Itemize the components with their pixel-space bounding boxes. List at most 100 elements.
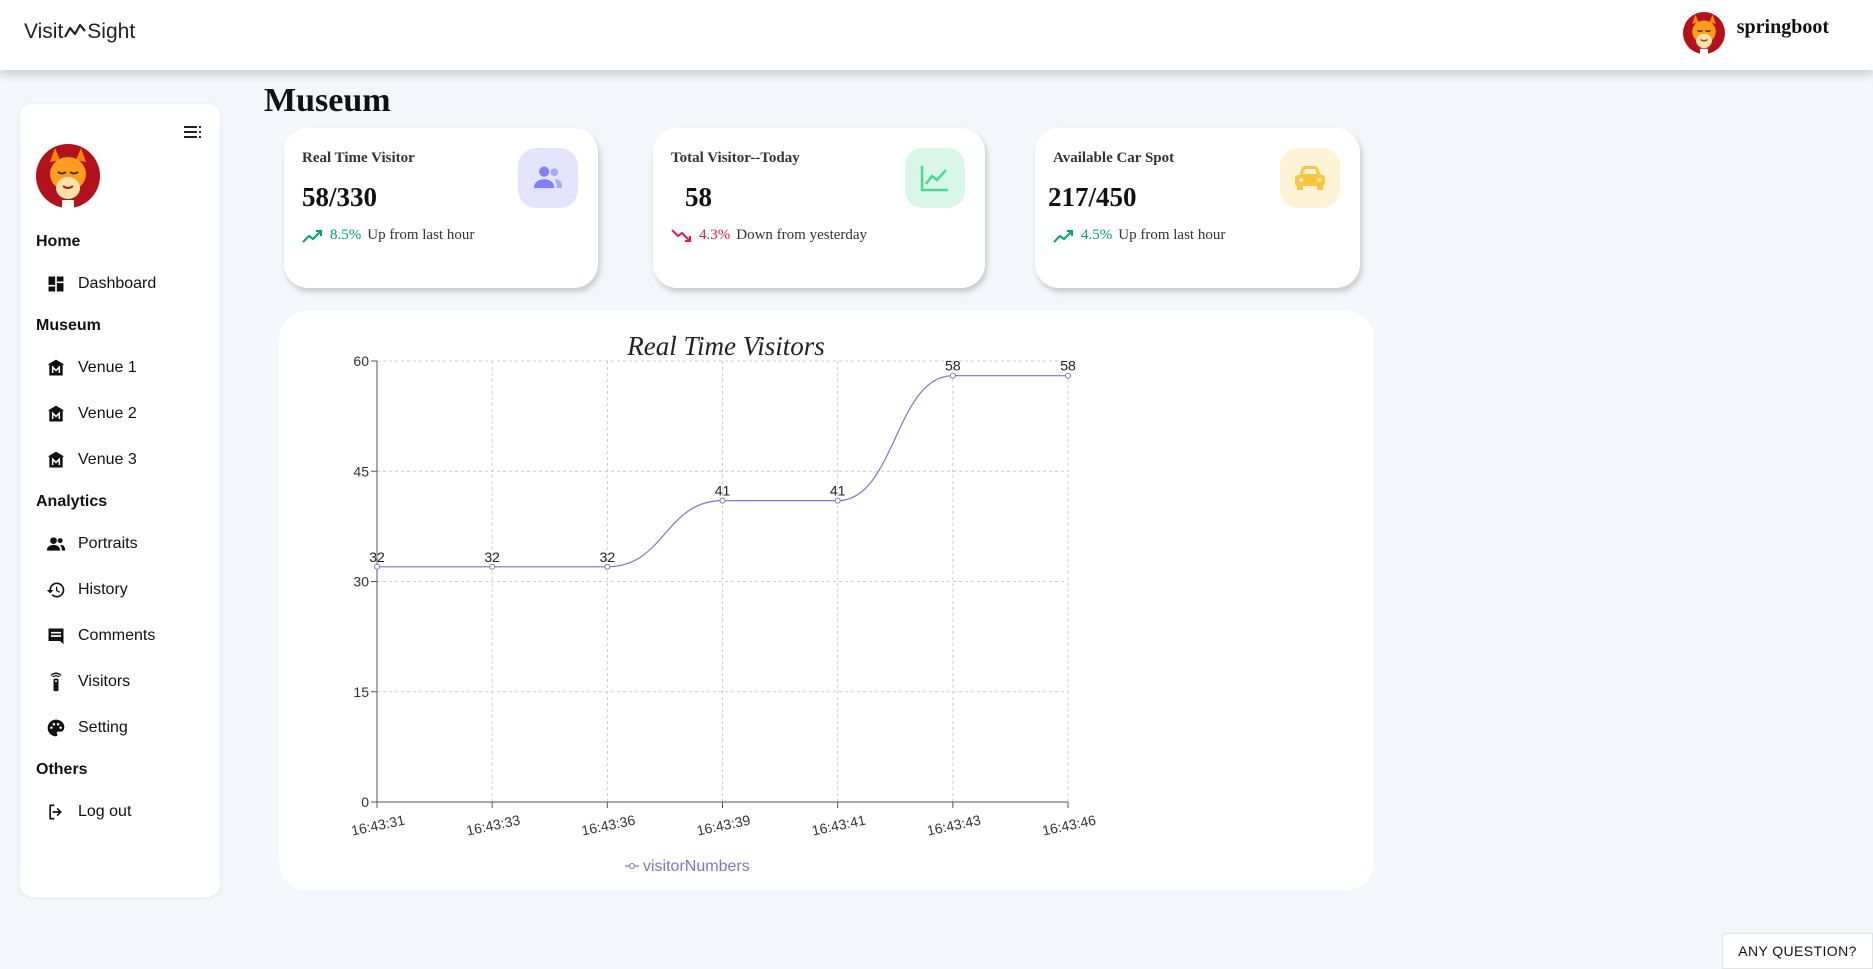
y-tick-label: 60 <box>353 353 369 369</box>
sidebar-item-venue2[interactable]: Venue 2 <box>46 402 137 426</box>
trending-up-icon <box>302 229 322 243</box>
x-tick-label: 16:43:41 <box>810 812 867 839</box>
y-tick-label: 30 <box>353 574 369 590</box>
sidebar-item-label: Comments <box>78 627 156 644</box>
data-label: 32 <box>600 549 616 565</box>
sidebar-item-label: Venue 3 <box>78 451 137 468</box>
sidebar-item-setting[interactable]: Setting <box>46 716 128 740</box>
museum-icon <box>47 405 65 422</box>
sidebar-item-dashboard[interactable]: Dashboard <box>46 272 156 296</box>
trend-percent: 4.3% <box>699 227 731 243</box>
car-spot-card: Available Car Spot 217/450 4.5% Up from … <box>1035 128 1360 288</box>
any-question-button[interactable]: ANY QUESTION? <box>1722 933 1873 969</box>
user-menu[interactable]: springboot <box>1682 12 1829 54</box>
x-tick-label: 16:43:39 <box>695 812 752 839</box>
trend-indicator: 4.3% Down from yesterday <box>671 227 867 244</box>
x-tick-label: 16:43:36 <box>580 812 637 839</box>
data-point <box>604 563 611 570</box>
data-label: 41 <box>830 483 846 499</box>
sidebar-item-label: Portraits <box>78 535 138 552</box>
chart-title: Real Time Visitors <box>626 331 825 361</box>
sidebar-item-visitors[interactable]: Visitors <box>46 670 130 694</box>
page-title: Museum <box>264 82 391 119</box>
sidebar-item-label: Log out <box>78 803 132 820</box>
realtime-visitors-chart: Real Time Visitors 0 15 30 45 60 16:43:31 16:43… <box>350 331 1098 875</box>
card-value: 58 <box>685 182 712 212</box>
palette-icon <box>47 719 65 737</box>
data-label: 32 <box>484 549 500 565</box>
sidebar-item-label: Venue 1 <box>78 359 137 376</box>
people-icon <box>518 148 578 208</box>
data-label: 58 <box>1060 358 1076 374</box>
data-point <box>489 563 496 570</box>
username: springboot <box>1736 15 1829 38</box>
sidebar-item-label: Setting <box>78 719 128 736</box>
trend-percent: 8.5% <box>330 227 362 243</box>
trend-text: Up from last hour <box>1118 227 1226 243</box>
card-label: Available Car Spot <box>1053 150 1175 166</box>
y-tick-label: 15 <box>353 684 369 700</box>
sidebar-avatar <box>36 144 100 213</box>
data-point <box>949 372 956 379</box>
sidebar-item-comments[interactable]: Comments <box>46 624 155 648</box>
realtime-visitors-chart-card: Real Time Visitors 0 15 30 45 60 16:43:31 16:43… <box>279 311 1374 890</box>
x-tick-label: 16:43:43 <box>925 812 982 839</box>
chart-zigzag-icon <box>64 23 87 38</box>
data-label: 58 <box>945 358 961 374</box>
card-label: Real Time Visitor <box>302 150 415 166</box>
sidebar: Home Dashboard Museum Venue 1 Venue 2 Ve… <box>20 104 220 897</box>
logout-icon <box>49 804 62 820</box>
data-point <box>719 497 726 504</box>
data-label: 32 <box>369 549 385 565</box>
devil-avatar-icon <box>1682 12 1725 54</box>
sidebar-item-label: History <box>78 581 128 598</box>
section-others: Others <box>36 761 88 778</box>
comment-icon <box>48 628 64 645</box>
card-label: Total Visitor--Today <box>671 150 800 166</box>
realtime-visitor-card: Real Time Visitor 58/330 8.5% Up from la… <box>284 128 598 288</box>
y-tick-label: 45 <box>353 463 369 479</box>
sidebar-item-venue3[interactable]: Venue 3 <box>46 448 137 472</box>
card-value: 58/330 <box>302 182 378 212</box>
data-point <box>374 563 380 570</box>
sidebar-item-logout[interactable]: Log out <box>46 800 131 824</box>
data-point <box>1065 372 1071 379</box>
sidebar-item-history[interactable]: History <box>46 578 128 602</box>
x-tick-label: 16:43:46 <box>1041 812 1098 839</box>
trend-indicator: 4.5% Up from last hour <box>1053 227 1225 244</box>
devil-avatar-icon <box>36 144 100 208</box>
legend-label: visitorNumbers <box>643 858 750 875</box>
history-icon <box>46 582 65 598</box>
museum-icon <box>47 359 65 376</box>
sidebar-item-label: Dashboard <box>78 275 157 292</box>
card-value: 217/450 <box>1048 182 1137 212</box>
data-point <box>834 497 841 504</box>
dashboard-icon <box>48 276 64 292</box>
section-museum: Museum <box>36 317 101 334</box>
trend-text: Down from yesterday <box>736 227 868 243</box>
logo-text-right: Sight <box>87 20 136 43</box>
trend-indicator: 8.5% Up from last hour <box>302 227 474 244</box>
sidebar-item-label: Visitors <box>78 673 131 690</box>
section-home: Home <box>36 233 81 250</box>
sidebar-item-venue1[interactable]: Venue 1 <box>46 356 137 380</box>
people-icon <box>46 537 66 551</box>
total-visitor-card: Total Visitor--Today 58 4.3% Down from y… <box>653 128 985 288</box>
line-chart-icon <box>905 148 965 208</box>
top-bar: Visit Sight springboot <box>0 0 1873 70</box>
y-tick-label: 0 <box>361 794 369 810</box>
trending-up-icon <box>1053 229 1073 243</box>
car-icon <box>1280 148 1340 208</box>
remote-icon <box>50 672 62 692</box>
sidebar-item-label: Venue 2 <box>78 405 137 422</box>
data-label: 41 <box>715 483 731 499</box>
logo-text-left: Visit <box>24 20 64 43</box>
x-tick-label: 16:43:33 <box>465 812 522 839</box>
trend-text: Up from last hour <box>367 227 475 243</box>
museum-icon <box>47 451 65 468</box>
app-logo[interactable]: Visit Sight <box>24 20 135 44</box>
trend-percent: 4.5% <box>1081 227 1113 243</box>
legend-marker <box>629 863 635 869</box>
menu-list-icon[interactable] <box>184 124 204 145</box>
sidebar-item-portraits[interactable]: Portraits <box>46 532 138 556</box>
